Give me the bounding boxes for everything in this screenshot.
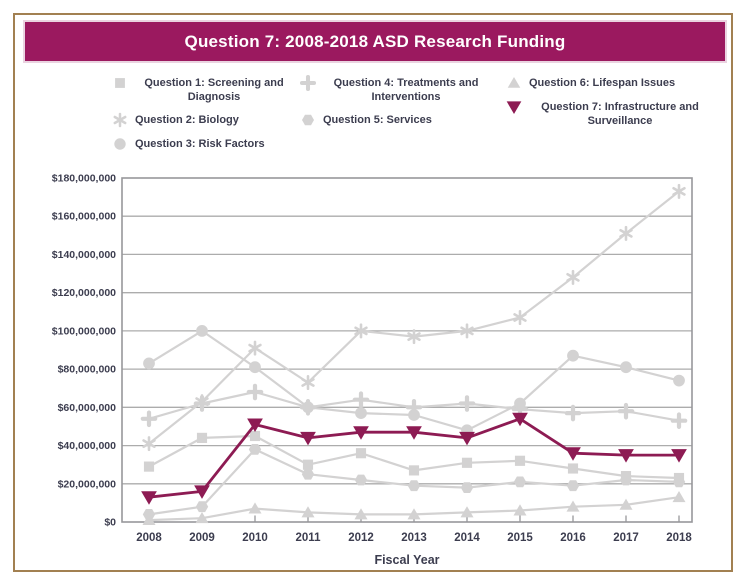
svg-text:$140,000,000: $140,000,000 (52, 249, 116, 261)
svg-text:$160,000,000: $160,000,000 (52, 211, 116, 223)
asterisk-icon (113, 112, 127, 128)
svg-text:$80,000,000: $80,000,000 (58, 364, 117, 376)
hexagon-icon (302, 114, 314, 126)
triangle-down-icon (506, 101, 522, 114)
legend-item-q5: Question 5: Services (300, 113, 495, 128)
legend-label: Question 3: Risk Factors (135, 138, 265, 150)
svg-text:2016: 2016 (560, 532, 586, 544)
chart-title: Question 7: 2008-2018 ASD Research Fundi… (184, 31, 566, 51)
svg-text:2018: 2018 (666, 532, 692, 544)
svg-text:$100,000,000: $100,000,000 (52, 325, 116, 337)
legend-label: Question 1: Screening and Diagnosis (144, 77, 284, 103)
circle-icon (114, 138, 126, 150)
svg-text:2012: 2012 (348, 532, 374, 544)
legend-column-3: Question 6: Lifespan Issues Question 7: I… (506, 76, 721, 137)
svg-text:2017: 2017 (613, 532, 639, 544)
legend-label: Question 6: Lifespan Issues (529, 77, 676, 89)
x-axis-labels: 2008 2009 2010 2011 2012 2013 2014 2015 2016 2017… (136, 532, 692, 544)
legend-item-q2: Question 2: Biology (112, 112, 297, 128)
series-q5 (142, 444, 686, 520)
legend-column-1: Question 1: Screening and Diagnosis Quest… (112, 76, 297, 161)
plot-border (121, 177, 693, 523)
square-icon (115, 78, 125, 88)
legend-item-q1: Question 1: Screening and Diagnosis (112, 76, 297, 104)
svg-text:$120,000,000: $120,000,000 (52, 287, 116, 299)
svg-text:2011: 2011 (296, 532, 322, 544)
legend-item-q3: Question 3: Risk Factors (112, 137, 297, 152)
legend-item-q6: Question 6: Lifespan Issues (506, 76, 721, 91)
legend-item-q7: Question 7: Infrastructure and Surveilla… (506, 100, 721, 128)
triangle-up-icon (507, 77, 521, 88)
svg-text:2015: 2015 (507, 532, 533, 544)
svg-text:2009: 2009 (189, 532, 215, 544)
svg-text:$40,000,000: $40,000,000 (58, 440, 117, 452)
svg-text:2010: 2010 (242, 532, 268, 544)
legend-label: Question 5: Services (323, 114, 432, 126)
svg-text:2013: 2013 (401, 532, 427, 544)
legend-label: Question 2: Biology (135, 114, 239, 126)
legend-item-q4: Question 4: Treatments and Interventions (300, 75, 495, 104)
svg-text:$60,000,000: $60,000,000 (58, 402, 117, 414)
chart-title-bar: Question 7: 2008-2018 ASD Research Fundi… (23, 20, 727, 63)
series-q7 (141, 412, 687, 505)
plus-icon (300, 75, 316, 91)
legend-label: Question 7: Infrastructure and Surveilla… (541, 101, 699, 127)
chart-legend: Question 1: Screening and Diagnosis Quest… (0, 75, 750, 161)
legend-label: Question 4: Treatments and Interventions (333, 77, 479, 103)
svg-text:$180,000,000: $180,000,000 (52, 173, 116, 185)
svg-text:2014: 2014 (454, 532, 480, 544)
svg-text:$0: $0 (104, 517, 116, 529)
gridlines (122, 215, 692, 485)
y-axis-labels: $0 $20,000,000 $40,000,000 $60,000,000 $80,0… (52, 173, 116, 529)
series-q6 (142, 491, 686, 526)
svg-text:$20,000,000: $20,000,000 (58, 478, 117, 490)
x-axis-title: Fiscal Year (374, 553, 439, 567)
series-q2 (142, 183, 686, 452)
legend-column-2: Question 4: Treatments and Interventions… (300, 75, 495, 137)
svg-text:2008: 2008 (136, 532, 162, 544)
